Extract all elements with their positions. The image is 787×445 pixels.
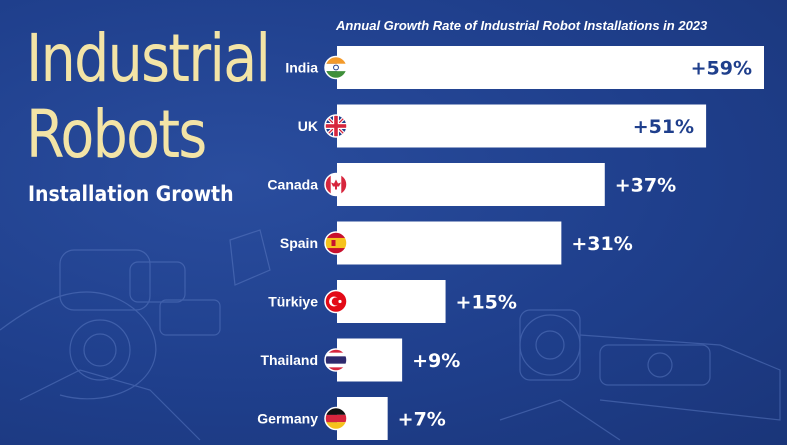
flag-germany-icon [324,406,348,431]
category-label: Türkiye [268,294,318,310]
flag-uk-icon [324,114,348,138]
bar-canada [337,163,605,206]
bar-row-spain: Spain +31% [280,221,633,265]
bar-thailand [337,338,403,382]
bar-spain [337,221,562,265]
flag-india-icon [324,55,348,80]
flag-canada-icon [324,172,348,197]
bar-row-canada: Canada +37% [267,163,676,206]
flag-thailand-icon [324,348,348,372]
value-label: +7% [398,409,446,431]
value-label: +31% [571,233,632,255]
value-label: +51% [633,116,694,138]
category-label: Canada [267,177,318,193]
bar-türkiye [337,280,446,323]
bar-row-türkiye: Türkiye +15% [268,280,517,323]
flag-turkiye-icon [324,289,348,314]
bar-india [337,46,764,89]
flag-spain-icon [324,231,348,255]
bar-row-thailand: Thailand +9% [260,338,460,382]
category-label: India [285,60,318,76]
value-label: +9% [412,350,460,372]
category-label: Thailand [260,352,318,368]
value-label: +15% [456,292,517,314]
main-title-line1: Industrial [26,20,271,97]
category-label: Spain [280,235,318,251]
bar-row-uk: UK +51% [298,104,707,148]
category-label: UK [298,118,318,134]
subtitle: Installation Growth [28,182,234,206]
bar-row-germany: Germany +7% [257,397,446,440]
bar-row-india: India +59% [285,46,764,89]
value-label: +59% [691,58,752,80]
chart-title: Annual Growth Rate of Industrial Robot I… [336,18,708,33]
category-label: Germany [257,411,318,427]
value-label: +37% [615,175,676,197]
bar-uk [337,104,707,148]
main-title-line2: Robots [26,96,207,173]
